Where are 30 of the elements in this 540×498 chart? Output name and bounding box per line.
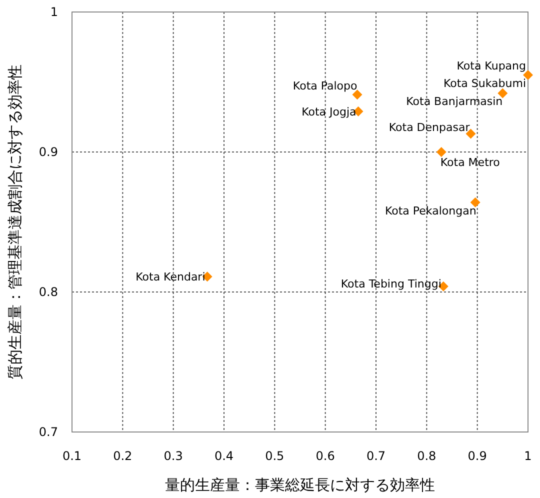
annotation: Kota Pekalongan	[384, 204, 476, 218]
x-tick-label: 0.2	[113, 449, 132, 463]
x-tick-label: 0.1	[62, 449, 82, 463]
x-tick-label: 0.9	[468, 449, 487, 463]
y-tick-label: 0.8	[38, 285, 58, 299]
x-tick-label: 0.5	[265, 449, 284, 463]
y-tick-label: 0.9	[38, 145, 58, 159]
x-tick-label: 0.8	[417, 449, 436, 463]
x-tick-label: 0.3	[164, 449, 183, 463]
point	[436, 147, 446, 157]
x-tick-label: 0.4	[214, 449, 234, 463]
y-tick-label: 0.7	[38, 425, 58, 439]
point	[523, 70, 533, 80]
annotation: Kota Denpasar	[388, 120, 470, 134]
y-axis-title: 質的生産量：管理基準達成割合に対する効率性	[6, 64, 24, 380]
x-tick-label: 0.7	[366, 449, 386, 463]
x-tick-label: 0.6	[316, 449, 335, 463]
x-tick-label: 1	[524, 449, 532, 463]
annotation: Kota Jogja	[302, 105, 356, 118]
annotation: Kota Kupang	[456, 60, 526, 73]
y-tick-label: 1	[50, 5, 58, 19]
annotation: Kota Tebing Tinggi	[340, 277, 442, 290]
annotation: Kota Sukabumi	[443, 77, 526, 90]
annotation: Kota Palopo	[292, 80, 358, 93]
x-axis-title: 量的生産量：事業総延長に対する効率性	[165, 476, 435, 494]
point	[470, 197, 480, 208]
annotation: Kota Metro	[440, 156, 500, 169]
annotation: Kota Kendari	[136, 270, 206, 284]
annotation: Kota Banjarmasin	[406, 95, 503, 108]
point	[498, 88, 508, 98]
